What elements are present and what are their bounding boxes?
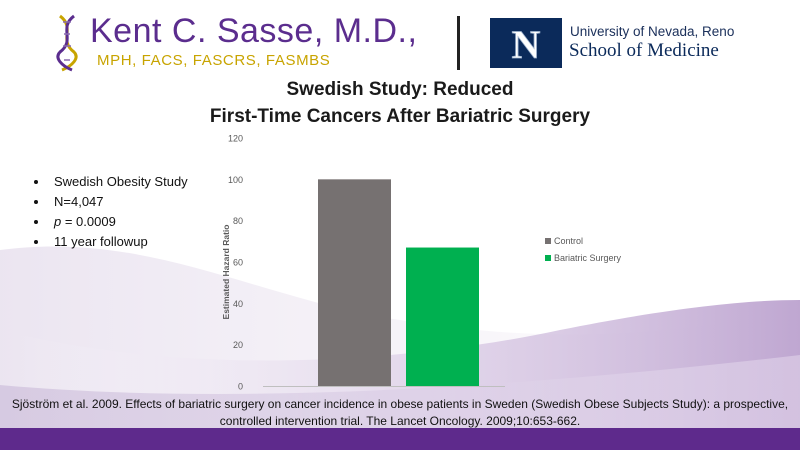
bullet-dot-icon (34, 240, 38, 244)
citation: Sjöström et al. 2009. Effects of bariatr… (11, 397, 789, 428)
y-tick-label: 80 (233, 216, 243, 226)
legend-label: Control (554, 236, 583, 246)
unr-university-name: University of Nevada, Reno (570, 24, 735, 39)
legend-swatch (545, 238, 551, 244)
bullet-text: Swedish Obesity Study (54, 174, 188, 189)
slide-title-line1: Swedish Study: Reduced (286, 79, 514, 100)
unr-school-name: School of Medicine (569, 40, 719, 61)
p-value-symbol: p (54, 214, 62, 229)
y-axis-title: Estimated Hazard Ratio (221, 225, 231, 320)
header-divider (457, 16, 460, 70)
nevada-n-logo: N (490, 18, 562, 68)
bullet-dot-icon (34, 220, 38, 224)
bullet-dot-icon (34, 180, 38, 184)
brand-name: Kent C. Sasse, M.D., (90, 12, 418, 50)
nevada-n-letter: N (512, 22, 541, 67)
y-tick-label: 20 (233, 340, 243, 350)
bullet-text: = 0.0009 (61, 214, 116, 229)
study-facts-list: Swedish Obesity Study N=4,047 p = 0.0009… (30, 172, 188, 252)
y-tick-label: 40 (233, 299, 243, 309)
brand-credentials: MPH, FACS, FASCRS, FASMBS (97, 52, 331, 69)
bar-bariatric-surgery (406, 247, 479, 386)
bullet-dot-icon (34, 200, 38, 204)
bar-control (318, 179, 391, 386)
y-tick-label: 100 (228, 175, 243, 185)
bullet-item: Swedish Obesity Study (30, 172, 188, 192)
hazard-ratio-chart: 0 20 40 60 80 100 120 Estimated Hazard Ratio Con… (221, 134, 622, 392)
dna-helix-icon (56, 14, 78, 72)
y-tick-label: 0 (238, 382, 243, 392)
slide-title-line2: First-Time Cancers After Bariatric Surge… (209, 106, 591, 127)
bullet-text: 11 year followup (54, 234, 148, 249)
bullet-item: N=4,047 (30, 192, 188, 212)
legend-label: Bariatric Surgery (554, 253, 622, 263)
bullet-text: N=4,047 (54, 194, 104, 209)
bullet-item: p = 0.0009 (30, 212, 188, 232)
y-tick-label: 120 (228, 134, 243, 144)
footer-bar (0, 428, 800, 450)
bullet-item: 11 year followup (30, 232, 188, 252)
legend-swatch (545, 255, 551, 261)
y-tick-label: 60 (233, 258, 243, 268)
